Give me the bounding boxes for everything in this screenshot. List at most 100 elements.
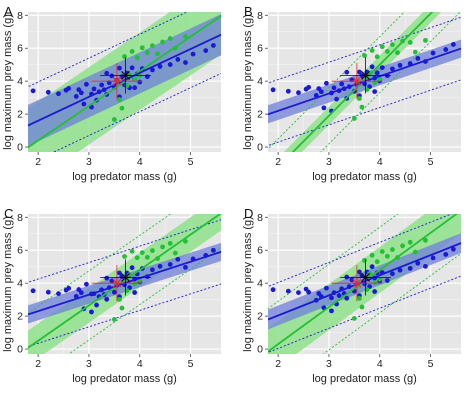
blue-point (390, 271, 395, 277)
blue-point (372, 289, 378, 294)
panel-label: D (244, 206, 253, 221)
black-centroid-marker (100, 259, 151, 296)
y-axis-label: log maximum prey mass (g) (2, 216, 14, 352)
green-point (359, 304, 365, 310)
blue-point (45, 89, 51, 95)
red-centroid-marker (91, 265, 143, 302)
green-point (412, 49, 418, 55)
blue-point (104, 275, 110, 281)
green-point (379, 249, 385, 254)
blue-point (150, 67, 155, 73)
y-tick-label: 2 (257, 109, 263, 121)
green-point (374, 54, 380, 60)
x-axis-label: log predator mass (g) (312, 373, 417, 385)
x-tick-label: 5 (188, 358, 194, 370)
green-point (374, 259, 380, 265)
blue-point (183, 264, 188, 270)
green-point (362, 257, 367, 263)
y-tick-label: 4 (17, 278, 23, 290)
blue-point (167, 62, 173, 67)
blue-point (372, 89, 378, 94)
blue-point (415, 260, 421, 266)
green-point (129, 248, 135, 254)
green-point (423, 237, 428, 243)
green-point (384, 49, 390, 54)
blue-point (450, 246, 456, 252)
blue-point (397, 267, 403, 273)
blue-point (270, 287, 276, 293)
blue-point (84, 281, 89, 287)
panel-label: B (244, 4, 253, 19)
x-tick-label: 2 (275, 358, 281, 370)
blue-point (430, 50, 436, 56)
y-tick-label: 0 (17, 344, 23, 356)
blue-prediction-upper (268, 16, 461, 84)
green-point (423, 37, 428, 43)
y-tick-label: 2 (257, 311, 263, 323)
blue-point (296, 290, 301, 296)
blue-point (78, 90, 84, 96)
y-axis-label: log maximum prey mass (g) (242, 14, 254, 150)
green-prediction-upper (268, 214, 399, 310)
blue-point (369, 64, 375, 70)
green-regression-line (28, 14, 221, 149)
x-tick-label: 3 (86, 358, 92, 370)
blue-point (66, 86, 72, 91)
blue-point (369, 264, 375, 270)
blue-point (167, 262, 173, 267)
blue-point (321, 105, 327, 111)
blue-point (111, 289, 117, 295)
green-point (379, 44, 385, 50)
green-point (129, 49, 135, 54)
x-tick-label: 2 (35, 358, 41, 370)
green-point (155, 51, 160, 57)
x-tick-label: 3 (326, 156, 332, 168)
blue-point (183, 60, 188, 65)
green-point (139, 250, 145, 255)
blue-point (66, 285, 72, 291)
green-point (395, 50, 400, 56)
blue-point (344, 69, 350, 75)
y-tick-label: 8 (17, 10, 23, 22)
blue-point (175, 57, 181, 62)
green-point (139, 45, 145, 51)
blue-prediction-upper (28, 219, 221, 283)
panel-label: A (4, 4, 13, 19)
blue-point (349, 277, 355, 283)
blue-point (415, 55, 421, 61)
x-axis-label: log predator mass (g) (72, 373, 177, 385)
blue-point (91, 86, 97, 92)
green-point (412, 249, 418, 255)
green-point (369, 252, 375, 258)
blue-point (339, 81, 345, 87)
red-centroid-marker (331, 265, 383, 302)
green-point (132, 76, 138, 82)
green-point (119, 305, 125, 311)
green-point (160, 39, 165, 45)
black-centroid-marker (340, 259, 391, 296)
y-tick-label: 0 (257, 344, 263, 356)
blue-point (175, 256, 181, 262)
green-regression-line (28, 214, 221, 350)
x-tick-label: 4 (137, 156, 143, 168)
blue-point (324, 285, 329, 291)
green-point (407, 40, 413, 45)
green-point (134, 55, 140, 61)
blue-prediction-upper (28, 12, 189, 88)
panel-label: C (4, 206, 13, 221)
y-tick-label: 2 (17, 311, 23, 323)
green-point (377, 76, 383, 82)
blue-point (157, 263, 163, 269)
green-point (362, 53, 367, 58)
green-point (357, 96, 362, 101)
x-tick-label: 3 (86, 156, 92, 168)
y-tick-label: 0 (17, 142, 23, 154)
green-prediction-lower (320, 12, 461, 152)
blue-point (99, 82, 105, 88)
y-tick-label: 4 (17, 76, 23, 88)
green-point (369, 47, 375, 53)
x-axis-label: log predator mass (g) (72, 171, 177, 183)
